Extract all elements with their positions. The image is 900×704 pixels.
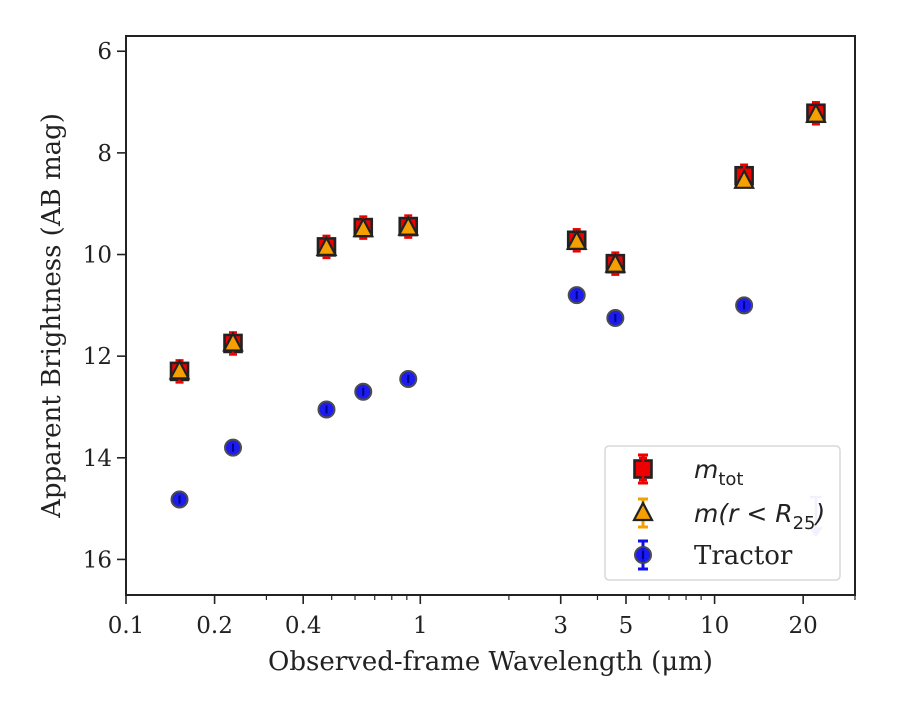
data-point	[352, 216, 375, 238]
x-tick-label: 20	[789, 613, 818, 639]
y-tick-label: 14	[83, 446, 112, 472]
legend-marker	[632, 500, 654, 522]
data-point	[735, 296, 754, 315]
data-point	[399, 370, 418, 389]
data-point	[222, 331, 244, 352]
data-point	[317, 400, 336, 419]
data-point	[733, 168, 755, 189]
legend-marker	[634, 546, 652, 564]
x-tick-label: 10	[700, 613, 729, 639]
data-point	[168, 359, 191, 380]
data-series	[168, 100, 827, 538]
y-tick-label: 16	[83, 547, 112, 573]
legend-box	[604, 445, 841, 581]
x-tick-label: 5	[619, 613, 634, 639]
legend-label: mtot	[694, 455, 744, 490]
legend-entry: mtot	[633, 453, 744, 490]
data-point	[565, 229, 588, 250]
legend-label: m(r < R25)	[694, 499, 825, 534]
data-point	[354, 382, 373, 401]
data-point	[397, 215, 420, 236]
x-tick-label: 3	[553, 613, 568, 639]
data-point	[567, 286, 586, 305]
data-point	[224, 438, 243, 457]
x-tick-label: 0.1	[108, 613, 145, 639]
data-point	[606, 309, 625, 328]
data-point	[315, 235, 338, 257]
data-point	[805, 102, 827, 123]
data-point	[604, 252, 627, 273]
plot-frame	[125, 35, 856, 596]
axis-tick-labels: 0.1 0.2 0.4 1 3 5 10 20 6 8 10 12 14 16	[83, 39, 818, 639]
y-tick-label: 10	[83, 243, 112, 269]
legend-entry: m(r < R25)	[632, 497, 825, 534]
x-tick-label: 0.4	[285, 613, 322, 639]
y-tick-label: 6	[97, 39, 112, 65]
x-tick-label: 1	[413, 613, 428, 639]
series-triangle	[168, 102, 827, 380]
legend-marker	[633, 456, 653, 482]
x-axis-label: Observed-frame Wavelength (μm)	[268, 647, 713, 677]
legend: mtot m(r < R25) Tractor	[604, 445, 841, 581]
y-tick-label: 8	[97, 141, 112, 167]
y-tick-label: 12	[83, 344, 112, 370]
legend-entry: Tractor	[634, 539, 793, 571]
y-axis-label: Apparent Brightness (AB mag)	[37, 113, 67, 519]
legend-label: Tractor	[694, 541, 793, 571]
data-point	[170, 490, 189, 509]
x-tick-label: 0.2	[196, 613, 233, 639]
series-square	[169, 100, 826, 384]
